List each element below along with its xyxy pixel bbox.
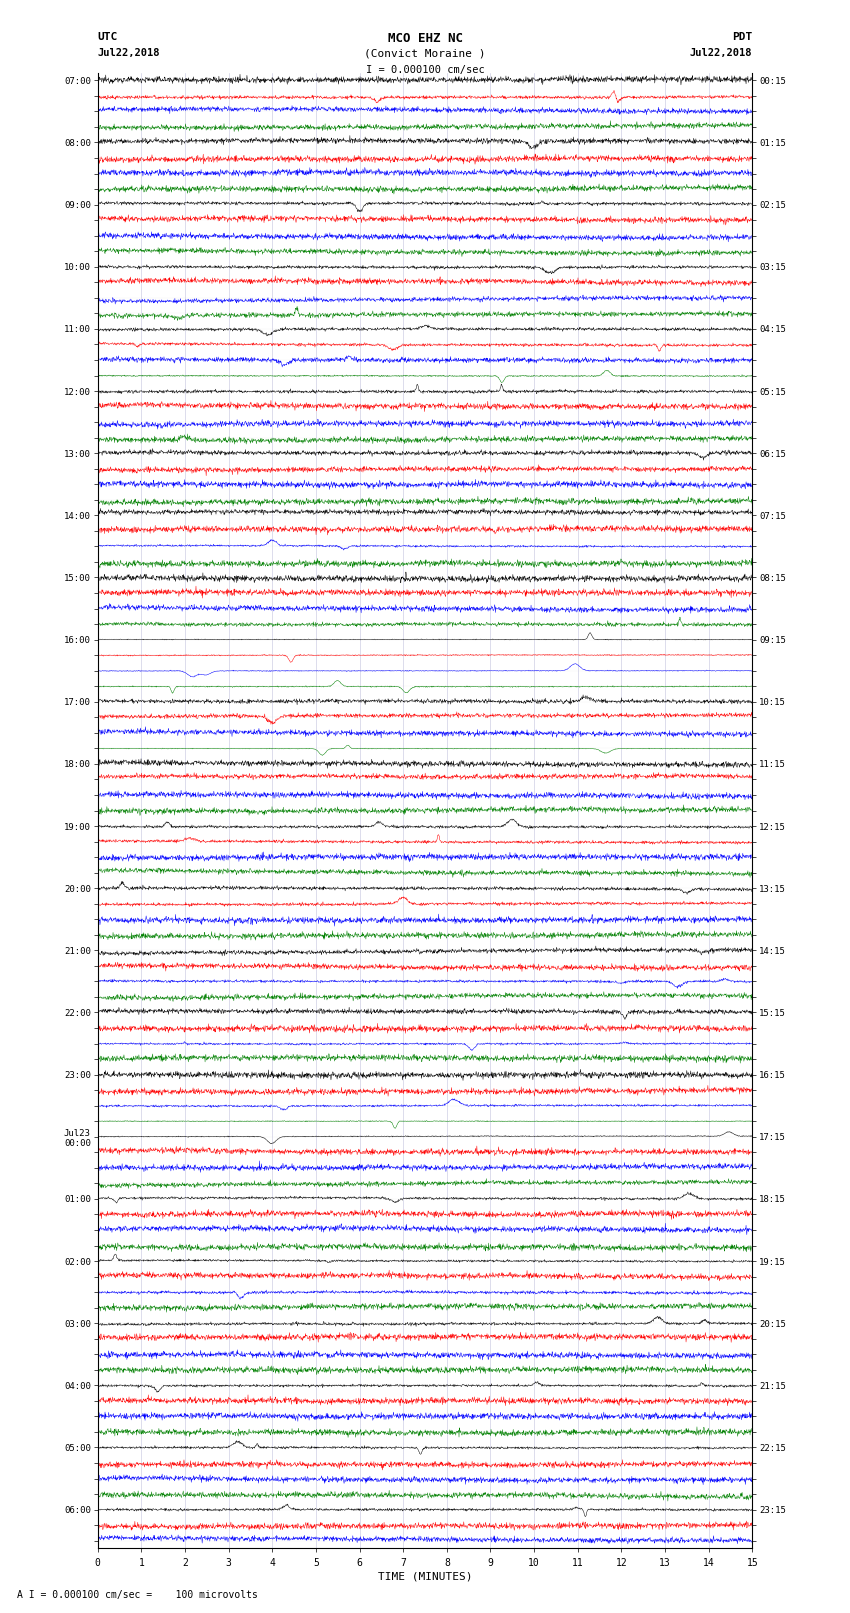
Text: PDT: PDT bbox=[732, 32, 752, 42]
Text: (Convict Moraine ): (Convict Moraine ) bbox=[365, 48, 485, 58]
Text: Jul22,2018: Jul22,2018 bbox=[98, 48, 161, 58]
Text: MCO EHZ NC: MCO EHZ NC bbox=[388, 32, 462, 45]
Text: UTC: UTC bbox=[98, 32, 118, 42]
Text: Jul22,2018: Jul22,2018 bbox=[689, 48, 752, 58]
Text: I = 0.000100 cm/sec: I = 0.000100 cm/sec bbox=[366, 65, 484, 74]
X-axis label: TIME (MINUTES): TIME (MINUTES) bbox=[377, 1571, 473, 1582]
Text: A I = 0.000100 cm/sec =    100 microvolts: A I = 0.000100 cm/sec = 100 microvolts bbox=[17, 1590, 258, 1600]
